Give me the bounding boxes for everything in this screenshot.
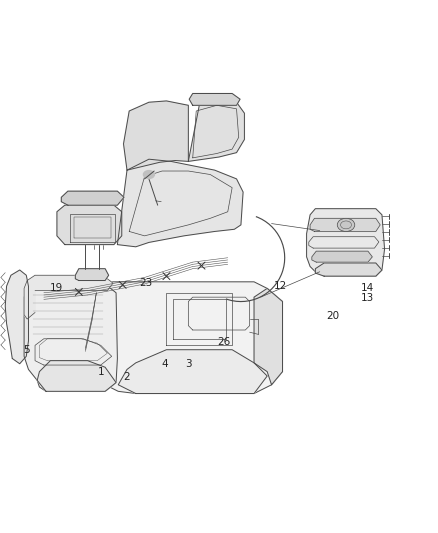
Text: 3: 3 [185, 359, 192, 369]
Polygon shape [24, 275, 113, 319]
Polygon shape [117, 159, 243, 247]
Polygon shape [75, 269, 109, 280]
Polygon shape [124, 101, 188, 170]
Polygon shape [312, 251, 372, 262]
Text: 5: 5 [23, 345, 30, 355]
Polygon shape [315, 263, 382, 276]
Text: 23: 23 [139, 278, 152, 288]
Ellipse shape [144, 171, 154, 179]
Polygon shape [188, 100, 244, 161]
Polygon shape [118, 350, 267, 393]
Text: 20: 20 [326, 311, 339, 320]
Polygon shape [254, 288, 283, 385]
Polygon shape [37, 361, 116, 391]
Text: 2: 2 [124, 372, 131, 382]
Ellipse shape [337, 219, 355, 231]
Polygon shape [189, 93, 240, 106]
Text: 14: 14 [361, 282, 374, 293]
Polygon shape [307, 209, 385, 276]
Polygon shape [61, 191, 124, 205]
Text: 4: 4 [161, 359, 168, 369]
Polygon shape [5, 270, 28, 364]
Polygon shape [24, 280, 117, 391]
Text: 1: 1 [97, 367, 104, 377]
Text: 12: 12 [274, 281, 287, 291]
Text: 19: 19 [49, 284, 63, 293]
Text: 13: 13 [361, 293, 374, 303]
Text: 26: 26 [217, 337, 230, 347]
Polygon shape [57, 205, 122, 245]
Polygon shape [310, 219, 380, 231]
Polygon shape [85, 282, 283, 393]
